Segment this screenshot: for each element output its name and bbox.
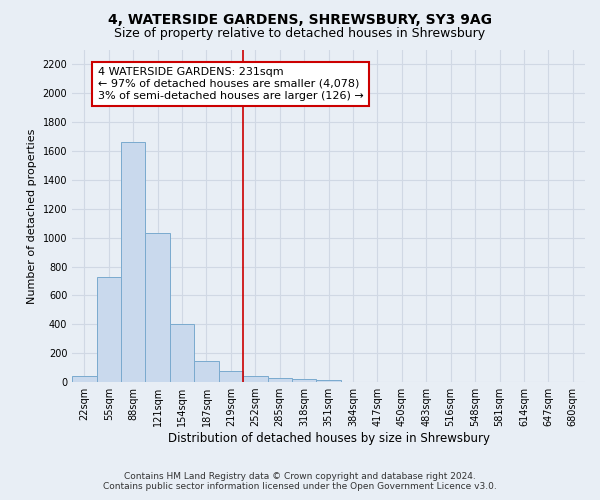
Y-axis label: Number of detached properties: Number of detached properties	[27, 128, 37, 304]
Bar	[170, 324, 194, 382]
Bar	[97, 276, 121, 382]
Bar	[194, 361, 218, 382]
Bar	[268, 378, 292, 382]
Text: 4 WATERSIDE GARDENS: 231sqm
← 97% of detached houses are smaller (4,078)
3% of s: 4 WATERSIDE GARDENS: 231sqm ← 97% of det…	[98, 68, 364, 100]
Text: 4, WATERSIDE GARDENS, SHREWSBURY, SY3 9AG: 4, WATERSIDE GARDENS, SHREWSBURY, SY3 9A…	[108, 12, 492, 26]
Text: Contains public sector information licensed under the Open Government Licence v3: Contains public sector information licen…	[103, 482, 497, 491]
Bar	[121, 142, 145, 382]
Bar	[218, 370, 243, 382]
Bar	[72, 376, 97, 382]
Bar	[243, 376, 268, 382]
Bar	[145, 234, 170, 382]
X-axis label: Distribution of detached houses by size in Shrewsbury: Distribution of detached houses by size …	[167, 432, 490, 445]
Bar	[316, 380, 341, 382]
Text: Contains HM Land Registry data © Crown copyright and database right 2024.: Contains HM Land Registry data © Crown c…	[124, 472, 476, 481]
Bar	[292, 379, 316, 382]
Text: Size of property relative to detached houses in Shrewsbury: Size of property relative to detached ho…	[115, 28, 485, 40]
